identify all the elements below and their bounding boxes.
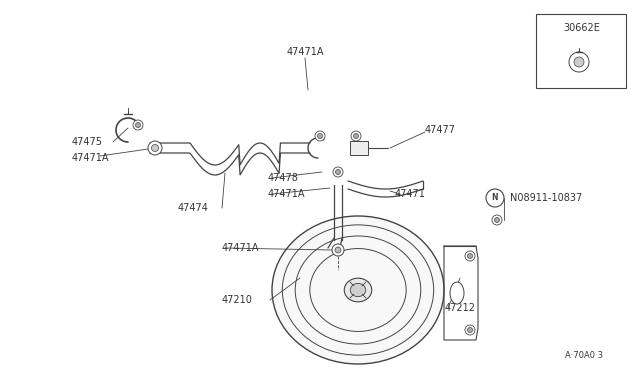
Circle shape	[486, 189, 504, 207]
Circle shape	[465, 251, 475, 261]
Text: 47471A: 47471A	[222, 243, 259, 253]
Circle shape	[315, 131, 325, 141]
Text: 47477: 47477	[425, 125, 456, 135]
Circle shape	[136, 122, 141, 128]
Text: 47471A: 47471A	[268, 189, 305, 199]
Circle shape	[317, 134, 323, 138]
Circle shape	[569, 52, 589, 72]
Circle shape	[335, 170, 340, 174]
Circle shape	[152, 144, 159, 151]
Text: 47210: 47210	[222, 295, 253, 305]
Circle shape	[465, 325, 475, 335]
Text: N: N	[492, 193, 499, 202]
Text: 47478: 47478	[268, 173, 299, 183]
Bar	[350, 141, 368, 155]
Circle shape	[333, 167, 343, 177]
Ellipse shape	[272, 216, 444, 364]
Ellipse shape	[350, 283, 365, 296]
Text: 47474: 47474	[178, 203, 209, 213]
Circle shape	[133, 120, 143, 130]
Text: 47212: 47212	[445, 303, 476, 313]
Text: 47471A: 47471A	[286, 47, 324, 57]
Text: A·70A0 3: A·70A0 3	[565, 350, 603, 359]
Circle shape	[148, 141, 162, 155]
Circle shape	[351, 131, 361, 141]
Circle shape	[467, 327, 472, 333]
Circle shape	[353, 134, 358, 138]
Circle shape	[332, 244, 344, 256]
Text: 47471A: 47471A	[72, 153, 109, 163]
Ellipse shape	[450, 282, 464, 304]
Text: 30662E: 30662E	[563, 23, 600, 33]
Circle shape	[335, 247, 341, 253]
Text: 47475: 47475	[72, 137, 103, 147]
Circle shape	[492, 215, 502, 225]
Circle shape	[574, 57, 584, 67]
Circle shape	[495, 218, 499, 222]
Ellipse shape	[344, 278, 372, 302]
Circle shape	[467, 253, 472, 259]
Bar	[536, 14, 626, 88]
Text: 47471: 47471	[395, 189, 426, 199]
Text: N08911-10837: N08911-10837	[510, 193, 582, 203]
